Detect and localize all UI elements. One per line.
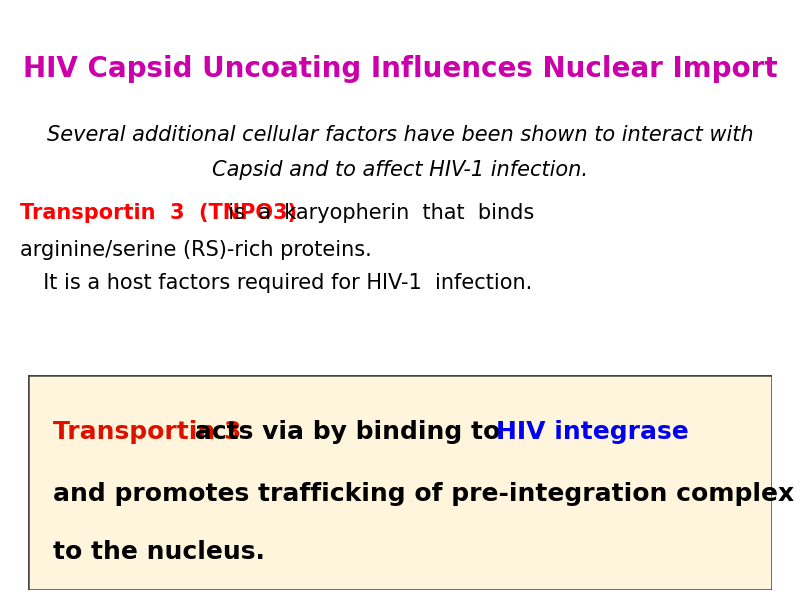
Text: arginine/serine (RS)-rich proteins.: arginine/serine (RS)-rich proteins.	[20, 240, 372, 260]
Text: and promotes trafficking of pre-integration complex: and promotes trafficking of pre-integrat…	[53, 482, 794, 506]
Text: Transportin 3: Transportin 3	[53, 420, 242, 444]
Text: is  a  karyopherin  that  binds: is a karyopherin that binds	[215, 203, 534, 223]
Text: It is a host factors required for HIV-1  infection.: It is a host factors required for HIV-1 …	[30, 273, 532, 293]
Text: HIV Capsid Uncoating Influences Nuclear Import: HIV Capsid Uncoating Influences Nuclear …	[22, 55, 778, 83]
Text: Several additional cellular factors have been shown to interact with: Several additional cellular factors have…	[46, 125, 754, 145]
Text: to the nucleus.: to the nucleus.	[53, 540, 265, 564]
Text: Transportin  3  (TNPO3): Transportin 3 (TNPO3)	[20, 203, 297, 223]
Text: Capsid and to affect HIV-1 infection.: Capsid and to affect HIV-1 infection.	[212, 160, 588, 180]
FancyBboxPatch shape	[28, 375, 772, 590]
Text: acts via by binding to: acts via by binding to	[186, 420, 509, 444]
Text: HIV integrase: HIV integrase	[496, 420, 689, 444]
